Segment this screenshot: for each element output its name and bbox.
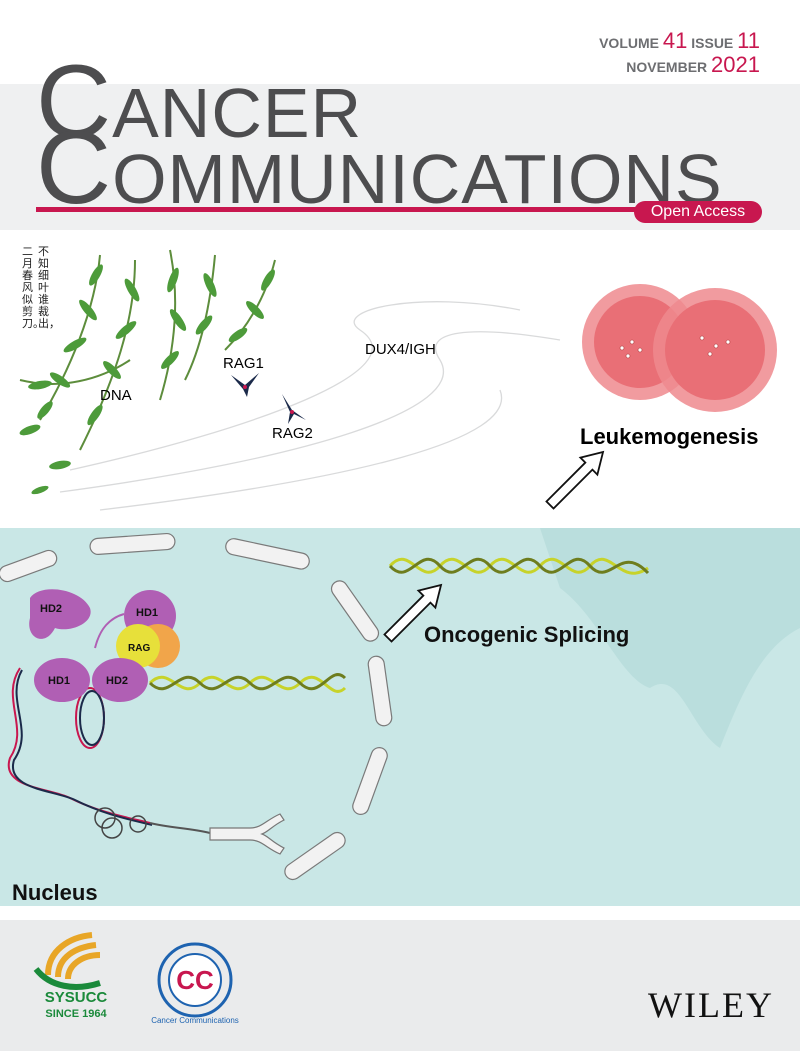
volume-number: 41 — [662, 28, 688, 53]
nuclear-membrane — [0, 532, 393, 881]
volume-issue-line: VOLUME 41 ISSUE 11 — [599, 28, 760, 54]
chromatin-coil — [94, 807, 147, 839]
label-hd1-top: HD1 — [136, 607, 158, 619]
label-rag2: RAG2 — [272, 425, 313, 442]
volume-label: VOLUME — [599, 35, 659, 51]
publisher-wiley: WILEY — [648, 985, 774, 1025]
title-comm-initial: C — [36, 110, 113, 226]
arrow-to-splicing — [383, 583, 443, 643]
label-hd2-top: HD2 — [40, 603, 62, 615]
chinese-poem: 不知细叶谁裁出， 二月春风似剪刀。 — [8, 246, 64, 356]
issue-label: ISSUE — [691, 35, 734, 51]
open-access-badge: Open Access — [634, 201, 762, 223]
wind-curves — [59, 301, 561, 511]
protein-complex — [29, 589, 180, 702]
cc-logo-ring-text: Cancer Communications — [151, 1016, 239, 1025]
upper-illustration: DNA RAG1 RAG2 DUX4/IGH Leukemogenesis — [19, 249, 777, 511]
nucleus-panel: HD2 HD1 RAG HD1 HD2 Oncogenic Splicing N… — [0, 528, 800, 906]
label-oncogenic-splicing: Oncogenic Splicing — [424, 622, 629, 647]
label-hd2-bottom: HD2 — [106, 675, 128, 687]
label-dna: DNA — [100, 387, 132, 404]
sysucc-label: SYSUCC — [44, 989, 108, 1006]
sysucc-since: SINCE 1964 — [45, 1008, 107, 1020]
sysucc-mark — [33, 932, 101, 990]
swallow-rag2 — [282, 394, 306, 424]
willow-leaves — [19, 264, 275, 495]
journal-title-communications: COMMUNICATIONS — [36, 116, 723, 220]
dna-helix-upper — [388, 557, 650, 575]
title-cancer-initial: C — [36, 44, 113, 160]
title-cancer-rest: ANCER — [112, 74, 363, 152]
label-leukemogenesis: Leukemogenesis — [580, 424, 759, 449]
hd2-bottom-shape — [92, 658, 148, 702]
title-rule — [36, 207, 636, 212]
issue-number: 11 — [737, 28, 760, 53]
leukemia-cells — [582, 284, 777, 412]
label-nucleus: Nucleus — [12, 880, 98, 905]
issue-month: NOVEMBER — [626, 59, 708, 75]
label-rag1: RAG1 — [223, 355, 264, 372]
dna-helix-lower — [148, 673, 347, 693]
label-dux4-igh: DUX4/IGH — [365, 341, 436, 358]
cc-logo-initials: CC — [176, 965, 214, 995]
chromosome — [209, 813, 285, 855]
title-comm-rest: OMMUNICATIONS — [112, 140, 723, 218]
bg-shapes — [540, 528, 800, 748]
swallow-rag1 — [231, 373, 259, 397]
footer-band — [0, 920, 800, 1051]
nucleus-illustration: HD2 HD1 RAG HD1 HD2 Oncogenic Splicing N… — [0, 528, 800, 905]
issue-year: 2021 — [711, 52, 760, 77]
chromatin — [7, 667, 211, 834]
willow-branches — [19, 249, 276, 451]
arrow-to-leukemogenesis — [545, 450, 605, 510]
hd1-bottom-shape — [34, 658, 90, 702]
sysucc-logo — [33, 932, 101, 990]
rag-yellow — [116, 624, 160, 668]
hd2-top-shape — [29, 589, 91, 639]
label-hd1-bottom: HD1 — [48, 675, 70, 687]
label-rag: RAG — [128, 643, 150, 654]
date-line: NOVEMBER 2021 — [626, 52, 760, 78]
journal-title-cancer: CANCER — [36, 50, 362, 154]
cancer-communications-logo: CC Cancer Communications — [151, 942, 239, 1025]
